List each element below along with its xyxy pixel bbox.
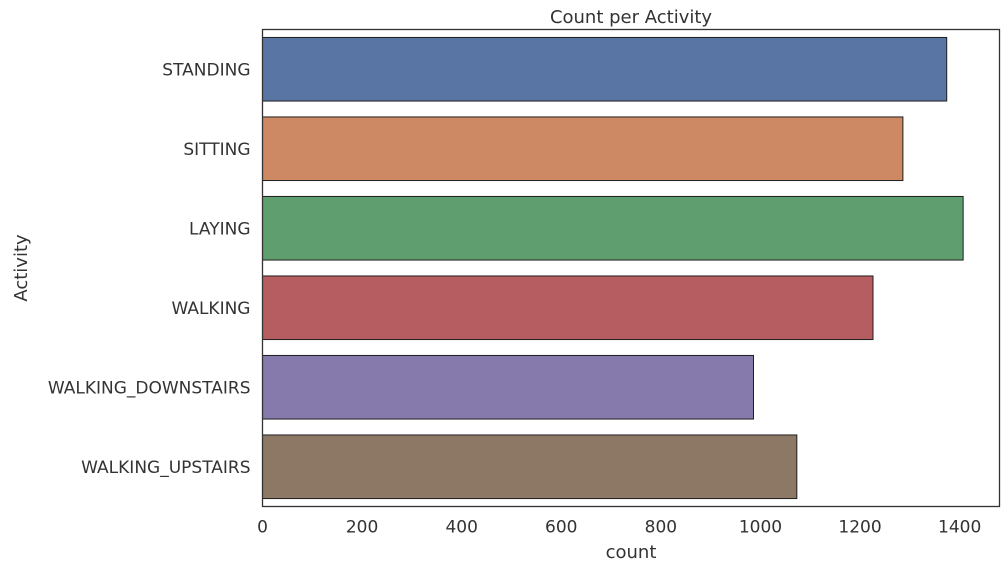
x-tick-labels: 0 200 400 600 800 1000 1200 1400: [257, 518, 981, 538]
bar-walking-downstairs: [262, 354, 755, 420]
bar-walking-upstairs: [262, 434, 798, 500]
x-tick-label: 600: [545, 518, 577, 538]
y-tick-label: WALKING: [171, 299, 250, 319]
y-tick-label: SITTING: [183, 140, 250, 160]
x-tick-label: 400: [445, 518, 477, 538]
x-tick-label: 0: [257, 518, 268, 538]
bar-standing: [262, 36, 948, 102]
y-tick-label: STANDING: [162, 60, 250, 80]
bars-group: [262, 36, 964, 500]
y-axis-label: Activity: [11, 234, 32, 302]
chart-title: Count per Activity: [550, 7, 712, 28]
x-tick-label: 800: [645, 518, 677, 538]
x-axis-label: count: [606, 542, 657, 563]
x-tick-label: 1200: [838, 518, 881, 538]
x-tick-label: 1400: [938, 518, 981, 538]
bar-walking: [262, 275, 874, 341]
x-tick-label: 200: [346, 518, 378, 538]
y-tick-label: LAYING: [189, 219, 250, 239]
y-tick-labels: STANDING SITTING LAYING WALKING WALKING_DOWN…: [48, 60, 251, 478]
bar-sitting: [262, 116, 904, 182]
y-tick-label: WALKING_DOWNSTAIRS: [48, 378, 251, 398]
plot-frame: [261, 28, 1001, 508]
bar-laying: [262, 195, 964, 261]
x-tick-label: 1000: [739, 518, 782, 538]
y-tick-label: WALKING_UPSTAIRS: [81, 458, 250, 478]
